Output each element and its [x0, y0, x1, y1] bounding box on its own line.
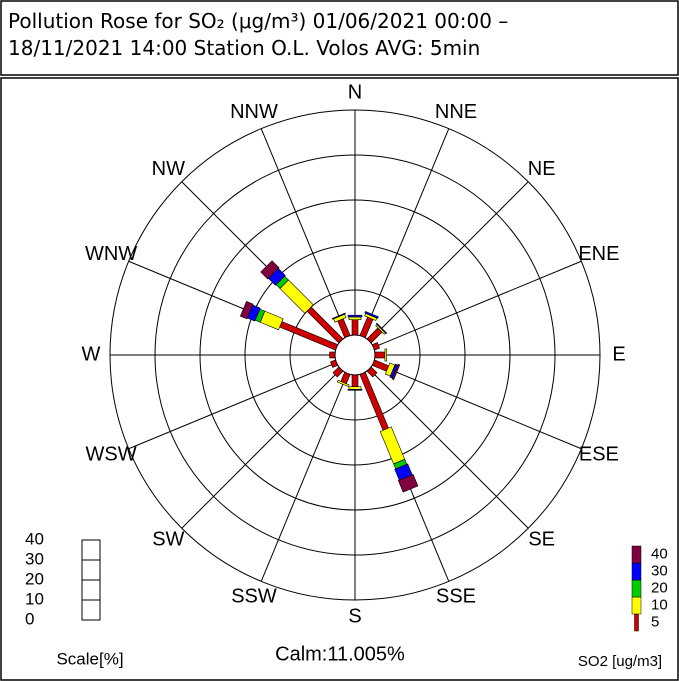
legend-label: 40	[651, 545, 668, 562]
bar-segment	[351, 319, 359, 336]
legend-label: 30	[651, 562, 668, 579]
legend-label: 5	[651, 613, 659, 630]
direction-label: E	[612, 343, 625, 365]
bar-segment	[359, 371, 389, 431]
spoke	[368, 181, 529, 342]
direction-bars	[366, 322, 388, 344]
bar-segment	[364, 311, 379, 319]
bar-segment	[374, 351, 386, 359]
direction-label: N	[348, 81, 362, 103]
bar-segment	[332, 366, 344, 378]
direction-label: NNE	[435, 101, 477, 123]
scale-label: Scale[%]	[56, 649, 123, 668]
bar-segment	[260, 260, 280, 280]
bar-segment	[384, 348, 388, 362]
direction-label: NNW	[230, 101, 278, 123]
direction-label: NW	[152, 158, 185, 180]
bar-segment	[347, 314, 363, 318]
spoke	[128, 362, 337, 450]
spoke	[260, 128, 348, 337]
direction-label: SSE	[436, 585, 476, 607]
direction-bars	[371, 342, 381, 351]
bar-segment	[329, 359, 339, 368]
bar-segment	[348, 386, 362, 390]
direction-bars	[332, 366, 344, 378]
scale-tick-label: 40	[25, 529, 44, 548]
bar-segment	[379, 426, 406, 465]
legend-label: 10	[651, 596, 668, 613]
spoke	[260, 373, 348, 582]
bar-segment	[279, 279, 314, 314]
direction-bars	[359, 311, 379, 339]
scale-box	[81, 539, 101, 561]
scale-tick-label: 10	[25, 589, 44, 608]
direction-bars	[260, 260, 344, 344]
direction-label: SW	[152, 529, 184, 551]
bar-segment	[239, 300, 254, 320]
bar-segment	[348, 316, 362, 321]
direction-label: WSW	[86, 444, 137, 466]
calm-label: Calm:11.005%	[275, 643, 405, 665]
direction-label: ESE	[579, 444, 619, 466]
direction-label: NE	[528, 158, 556, 180]
scale-box	[81, 599, 101, 621]
direction-label: SSW	[231, 585, 277, 607]
spoke	[362, 128, 450, 337]
direction-bars	[336, 371, 351, 387]
legend-swatch	[631, 562, 642, 581]
direction-bars	[329, 351, 336, 359]
direction-label: ENE	[578, 243, 619, 265]
legend-swatch	[634, 613, 639, 632]
bar-segment	[347, 389, 363, 391]
bar-segment	[329, 351, 336, 359]
chart-title: Pollution Rose for SO₂ (μg/m³) 01/06/202…	[8, 9, 509, 60]
scale-box	[81, 559, 101, 581]
bar-segment	[375, 322, 388, 335]
direction-bars	[347, 374, 363, 391]
chart-box	[0, 77, 679, 681]
legend-label: 20	[651, 579, 668, 596]
spoke	[368, 368, 529, 529]
direction-label: SE	[528, 529, 555, 551]
direction-label: W	[82, 343, 101, 365]
direction-bars	[331, 312, 351, 339]
direction-label: WNW	[85, 243, 137, 265]
direction-bars	[347, 314, 363, 336]
bar-segment	[336, 379, 350, 387]
direction-bars	[366, 366, 378, 378]
bar-segment	[351, 374, 359, 388]
bar-segment	[331, 312, 346, 320]
bar-segment	[397, 473, 419, 493]
bar-segment	[366, 366, 378, 378]
scale-box	[81, 579, 101, 601]
direction-bars	[371, 359, 401, 381]
bar-segment	[337, 318, 351, 339]
legend-swatch	[631, 579, 642, 598]
scale-tick-label: 0	[25, 609, 34, 628]
spoke	[181, 368, 342, 529]
bar-segment	[371, 342, 381, 351]
direction-bars	[239, 300, 339, 351]
legend-title: SO2 [ug/m3]	[578, 653, 662, 670]
legend-swatch	[631, 596, 642, 615]
direction-bars	[359, 371, 419, 493]
title-box	[0, 0, 679, 76]
spoke	[373, 260, 582, 348]
spoke	[373, 362, 582, 450]
bar-segment	[371, 359, 390, 372]
direction-label: S	[348, 605, 361, 627]
scale-tick-label: 30	[25, 549, 44, 568]
bar-segment	[391, 363, 401, 381]
scale-tick-label: 20	[25, 569, 44, 588]
direction-bars	[329, 359, 339, 368]
direction-bars	[374, 348, 388, 362]
legend-swatch	[631, 545, 642, 564]
